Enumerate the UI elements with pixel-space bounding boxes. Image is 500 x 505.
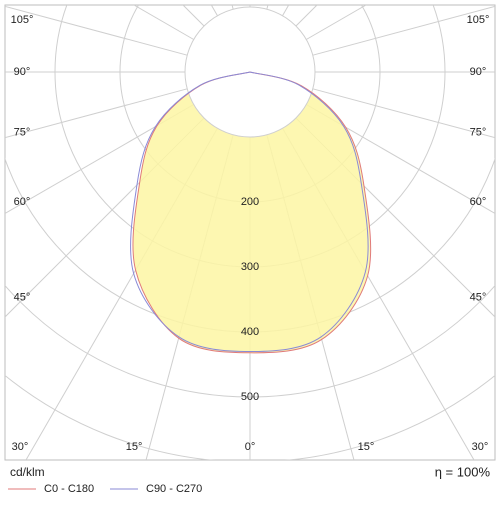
angle-ray: [210, 5, 218, 16]
angle-tick-label: 60°: [14, 196, 31, 208]
series-line: [132, 71, 372, 354]
angle-tick-label: 45°: [14, 291, 31, 303]
legend-label: C0 - C180: [44, 483, 94, 495]
r-tick-label: 500: [241, 391, 259, 403]
angle-ray: [182, 5, 205, 27]
angle-ray: [5, 5, 188, 56]
angle-ray: [133, 5, 194, 40]
angle-tick-label: 60°: [470, 196, 487, 208]
curves: [130, 71, 372, 354]
angle-ray: [282, 5, 290, 16]
angle-ray: [312, 88, 495, 139]
angle-tick-label: 30°: [472, 441, 489, 453]
efficiency: η = 100%: [435, 464, 491, 479]
angle-tick-label: 75°: [14, 126, 31, 138]
r-tick-label: 400: [241, 326, 259, 338]
unit-label: cd/klm: [10, 465, 45, 479]
angle-tick-label: 15°: [358, 441, 375, 453]
angle-tick-label: 45°: [470, 291, 487, 303]
angle-ray: [266, 5, 269, 10]
angle-tick-label: 15°: [126, 441, 143, 453]
light-area: [132, 72, 371, 353]
angle-ray: [312, 5, 495, 56]
legend: C0 - C180 C90 - C270: [8, 483, 202, 495]
angle-tick-label: 0°: [245, 441, 256, 453]
series-line: [130, 71, 369, 353]
plot-area: [132, 72, 371, 353]
angle-ray: [231, 5, 234, 10]
r-tick-label: 200: [241, 196, 259, 208]
angle-ray: [295, 5, 318, 27]
angle-tick-label: 105°: [11, 14, 34, 26]
angle-ray: [5, 88, 188, 139]
angle-tick-label: 30°: [12, 441, 29, 453]
angle-tick-label: 105°: [467, 14, 490, 26]
angle-ray: [306, 5, 367, 40]
labels: 200 300 400 500 105° 90° 75° 60° 45° 30° 15° 0° 15° 3…: [11, 14, 490, 453]
legend-label: C90 - C270: [146, 483, 202, 495]
angle-tick-label: 90°: [14, 66, 31, 78]
angle-tick-label: 90°: [470, 66, 487, 78]
r-tick-label: 300: [241, 261, 259, 273]
angle-tick-label: 75°: [470, 126, 487, 138]
